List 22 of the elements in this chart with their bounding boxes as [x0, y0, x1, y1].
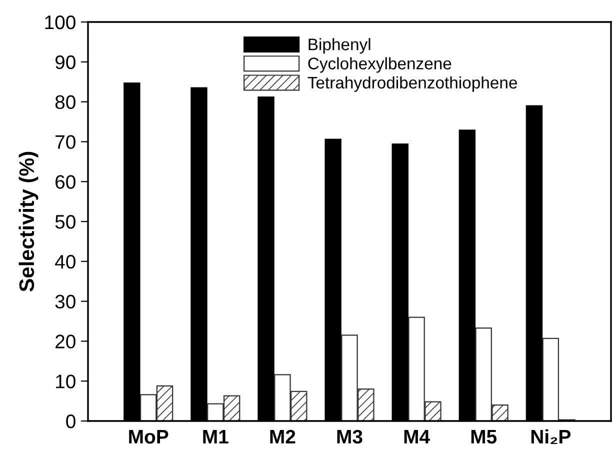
x-tick-label: M2: [270, 430, 296, 444]
y-tick-label: 40: [55, 254, 76, 269]
y-tick-label: 100: [45, 15, 76, 30]
x-tick-label: Ni₂P: [531, 429, 571, 444]
legend-label: Cyclohexylbenzene: [308, 57, 452, 73]
x-tick-label: MoP: [129, 430, 168, 444]
x-tick-label: M4: [404, 430, 430, 444]
y-tick-label: 80: [55, 95, 76, 110]
x-tick-label: M1: [203, 430, 228, 444]
x-tick-label: M5: [471, 430, 497, 444]
y-tick-label: 70: [56, 135, 76, 149]
y-axis-title: Selectivity (%): [18, 152, 38, 292]
y-tick-label: 0: [66, 414, 76, 428]
legend-label: Tetrahydrodibenzothiophene: [308, 76, 517, 92]
y-tick-label: 10: [56, 374, 76, 388]
y-tick-label: 60: [56, 175, 76, 189]
legend-label: Biphenyl: [308, 38, 370, 54]
y-tick-label: 50: [55, 214, 76, 229]
y-tick-label: 90: [55, 55, 76, 70]
y-tick-label: 20: [56, 334, 76, 348]
x-tick-label: M3: [337, 430, 362, 444]
y-tick-label: 30: [55, 294, 76, 309]
